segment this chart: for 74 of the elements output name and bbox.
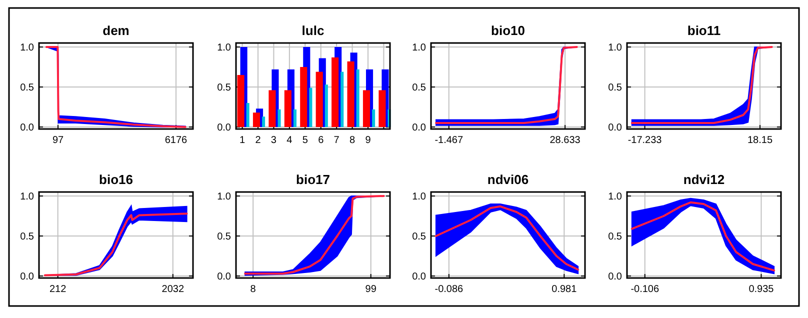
chart-title: ndvi06 — [487, 172, 529, 187]
bar — [309, 88, 312, 127]
x-tick-label: 6 — [318, 135, 324, 146]
y-tick-label: 0.5 — [20, 82, 34, 94]
bar — [362, 90, 370, 127]
x-tick-label: 5 — [302, 135, 308, 146]
bar — [237, 75, 244, 127]
bar — [268, 90, 276, 127]
y-tick-label: 0.5 — [217, 82, 232, 94]
y-tick-label: 0.5 — [412, 82, 426, 94]
bar — [316, 72, 323, 127]
y-tick-label: 0.0 — [412, 122, 426, 134]
x-tick-label: 2 — [255, 135, 262, 146]
x-tick-label: 8 — [250, 284, 256, 295]
bar — [372, 109, 376, 127]
x-tick-label: 6176 — [164, 135, 188, 146]
bar — [278, 109, 281, 127]
y-tick-label: 0.0 — [608, 272, 622, 282]
bar — [340, 72, 344, 127]
chart-title: lulc — [302, 23, 324, 38]
x-tick-label: 212 — [49, 284, 67, 295]
x-tick-label: 3 — [270, 135, 277, 146]
x-tick-label: 7 — [334, 135, 340, 146]
chart-title: dem — [102, 23, 130, 38]
bar — [284, 90, 292, 127]
y-tick-label: 0.5 — [608, 82, 622, 94]
bar — [246, 103, 250, 127]
y-tick-label: 0.0 — [20, 122, 34, 134]
x-tick-label: 28.633 — [550, 135, 581, 146]
y-tick-label: 1.0 — [608, 192, 622, 202]
bar — [356, 69, 360, 127]
x-tick-label: 9 — [365, 135, 372, 146]
bar — [300, 67, 308, 127]
x-tick-label: 8 — [350, 135, 356, 146]
y-tick-label: 1.0 — [217, 192, 232, 202]
chart-title: bio10 — [491, 23, 525, 38]
x-tick-label: 18.15 — [747, 135, 773, 146]
bar — [262, 116, 266, 127]
y-tick-label: 0.0 — [20, 272, 34, 282]
y-tick-label: 0.5 — [20, 232, 34, 242]
x-tick-label: 0.981 — [552, 284, 578, 295]
y-tick-label: 1.0 — [217, 42, 232, 54]
y-tick-label: 0.0 — [217, 122, 232, 134]
x-tick-label: 99 — [365, 284, 377, 295]
chart-title: ndvi12 — [683, 172, 725, 187]
bar — [324, 84, 328, 127]
y-tick-label: 1.0 — [412, 42, 426, 54]
x-tick-label: 2032 — [162, 284, 184, 295]
y-tick-label: 1.0 — [608, 42, 622, 54]
chart-title: bio11 — [687, 23, 721, 38]
x-tick-label: 0.935 — [748, 284, 774, 295]
x-tick-label: 97 — [52, 135, 64, 146]
y-tick-label: 0.5 — [608, 232, 622, 242]
y-tick-label: 1.0 — [20, 192, 34, 202]
x-tick-label: -1.467 — [434, 135, 464, 146]
y-tick-label: 0.0 — [412, 272, 426, 282]
y-tick-label: 0.5 — [217, 232, 232, 242]
y-tick-label: 1.0 — [412, 192, 426, 202]
y-tick-label: 1.0 — [20, 42, 34, 54]
bar — [293, 109, 296, 127]
bar — [332, 57, 339, 127]
x-tick-label: 4 — [286, 135, 293, 146]
x-tick-label: -0.086 — [434, 284, 464, 295]
bar — [378, 90, 386, 127]
x-tick-label: -0.106 — [630, 284, 660, 295]
bar — [252, 112, 260, 127]
x-tick-label: -17.233 — [628, 135, 662, 146]
x-tick-label: 1 — [240, 135, 246, 146]
y-tick-label: 0.0 — [608, 122, 622, 134]
chart-title: bio16 — [99, 172, 133, 187]
y-tick-label: 0.5 — [412, 232, 426, 242]
bar — [347, 61, 354, 127]
y-tick-label: 0.0 — [217, 272, 232, 282]
chart-title: bio17 — [296, 172, 330, 187]
